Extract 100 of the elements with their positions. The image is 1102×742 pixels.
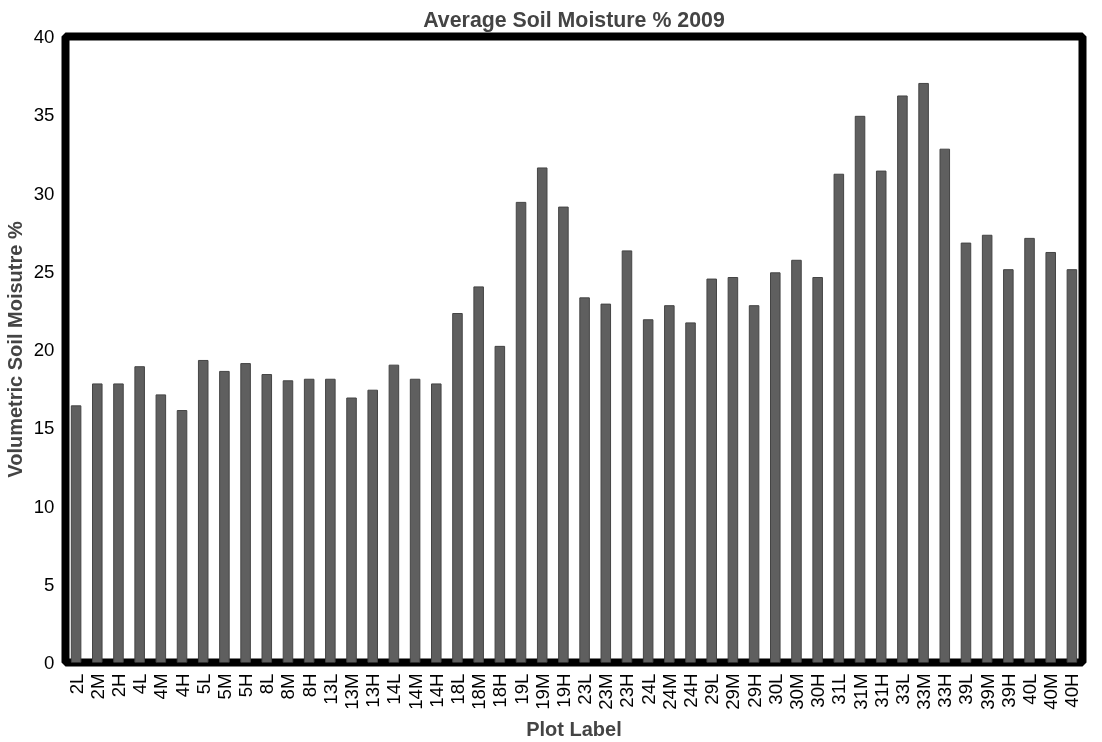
bar	[282, 380, 294, 663]
x-tick-label: 5M	[213, 673, 235, 700]
bar	[1003, 269, 1014, 663]
bar	[536, 167, 548, 663]
bar	[346, 397, 357, 663]
bar	[197, 359, 209, 663]
x-tick-label: 19H	[552, 673, 574, 708]
x-tick-label: 24H	[680, 673, 702, 708]
bar	[367, 389, 378, 663]
x-tick-label: 40L	[1019, 673, 1041, 705]
bar	[494, 345, 506, 663]
bar	[642, 319, 654, 663]
x-tick-label: 33H	[934, 673, 956, 708]
bar	[875, 170, 887, 663]
x-tick-label: 5H	[235, 673, 257, 698]
x-tick-label: 31H	[870, 673, 892, 708]
bar	[918, 82, 929, 663]
bar	[155, 394, 167, 663]
x-tick-label: 30L	[764, 673, 786, 705]
bar	[134, 366, 145, 663]
bar	[791, 259, 802, 663]
bar	[664, 305, 675, 663]
y-tick-label: 20	[33, 339, 55, 360]
bar	[897, 95, 908, 663]
bar	[388, 364, 400, 663]
x-tick-label: 14H	[425, 673, 447, 708]
bar	[325, 378, 336, 663]
bar	[558, 206, 569, 663]
x-tick-label: 23M	[595, 673, 617, 710]
y-tick-label: 0	[44, 652, 55, 673]
x-axis-title: Plot Label	[526, 717, 622, 740]
bar	[1024, 237, 1035, 663]
bar	[1045, 251, 1056, 663]
x-tick-label: 31M	[849, 673, 871, 710]
bar	[833, 173, 845, 663]
bar	[261, 374, 273, 663]
bar	[960, 242, 972, 663]
x-tick-label: 5L	[192, 673, 214, 695]
x-tick-label: 19L	[510, 673, 532, 705]
x-tick-label: 19M	[531, 673, 553, 710]
bar	[473, 286, 484, 663]
bar	[113, 383, 124, 663]
x-tick-label: 18H	[489, 673, 511, 708]
x-tick-label: 40M	[1040, 673, 1062, 710]
x-tick-label: 30M	[785, 673, 807, 710]
bar	[409, 378, 421, 663]
x-tick-label: 24L	[637, 673, 659, 705]
x-tick-label: 29H	[743, 673, 765, 708]
bar	[770, 272, 781, 663]
bar	[579, 297, 590, 663]
y-tick-label: 35	[33, 104, 55, 126]
bar	[219, 370, 230, 663]
bar	[621, 250, 633, 663]
x-tick-label: 13L	[319, 673, 341, 705]
x-tick-label: 23L	[574, 673, 596, 705]
bar	[685, 322, 696, 663]
x-tick-label: 24M	[658, 673, 680, 710]
x-tick-label: 13M	[341, 673, 363, 710]
x-tick-label: 39H	[997, 673, 1019, 708]
x-tick-label: 8H	[298, 673, 320, 698]
bar	[303, 378, 315, 663]
y-tick-label: 25	[33, 260, 55, 282]
bar	[431, 383, 442, 663]
bar	[727, 277, 739, 663]
x-tick-label: 31L	[828, 673, 850, 705]
x-tick-label: 4M	[150, 673, 172, 700]
bar	[981, 234, 993, 663]
x-tick-label: 33M	[913, 673, 935, 710]
bar	[939, 148, 951, 663]
x-tick-label: 29M	[722, 673, 744, 710]
x-tick-label: 8M	[277, 673, 299, 700]
x-tick-label: 39L	[955, 673, 977, 705]
x-tick-label: 2H	[107, 673, 129, 698]
x-tick-label: 8L	[256, 673, 278, 695]
x-tick-label: 2M	[86, 673, 108, 700]
x-tick-label: 14M	[404, 673, 426, 710]
x-tick-label: 23H	[616, 673, 638, 708]
bar	[748, 305, 760, 663]
y-tick-label: 5	[44, 573, 55, 595]
bar	[176, 410, 188, 663]
bar	[92, 383, 103, 663]
x-tick-label: 30H	[807, 673, 829, 708]
x-tick-label: 39M	[976, 673, 998, 710]
x-tick-label: 29L	[701, 673, 723, 705]
y-tick-label: 15	[33, 417, 55, 439]
x-tick-label: 14L	[383, 673, 405, 705]
bar	[452, 313, 463, 663]
y-tick-label: 40	[33, 26, 55, 47]
bar	[240, 363, 251, 663]
x-tick-label: 13H	[362, 673, 384, 708]
chart-title: Average Soil Moisture % 2009	[423, 7, 725, 32]
bar	[854, 115, 866, 663]
bar	[812, 277, 823, 663]
bar	[706, 278, 717, 663]
y-tick-label: 30	[33, 182, 55, 204]
x-tick-label: 33L	[891, 673, 913, 705]
x-tick-label: 18M	[468, 673, 490, 710]
y-axis-title: Volumetric Soil Moisutre %	[3, 221, 26, 478]
bar	[600, 303, 612, 663]
bar	[70, 405, 82, 663]
